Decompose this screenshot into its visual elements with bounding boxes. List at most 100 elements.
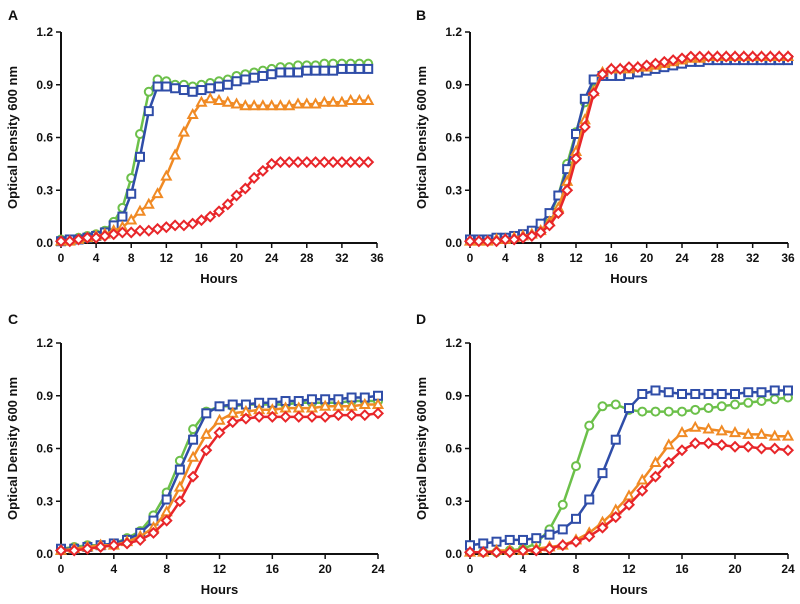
data-point-red: [344, 156, 357, 169]
y-tick-label: 0.9: [36, 78, 53, 92]
x-axis-label: Hours: [201, 582, 239, 597]
data-point-red: [226, 416, 239, 429]
data-point-orange: [742, 427, 755, 439]
data-point-blue: [293, 67, 303, 78]
data-point-blue: [310, 65, 321, 76]
y-tick-label: 0.0: [36, 236, 53, 250]
data-point-red: [147, 526, 160, 539]
data-point-blue: [266, 69, 277, 80]
data-point-red: [755, 442, 768, 455]
data-point-red: [54, 235, 68, 248]
data-point-blue: [354, 63, 365, 74]
data-point-red: [609, 511, 622, 524]
data-point-blue: [152, 81, 163, 92]
data-point-red: [186, 217, 199, 230]
data-point-red: [305, 410, 318, 423]
data-point-red: [274, 156, 287, 169]
data-point-green: [571, 461, 581, 472]
x-tick-label: 8: [163, 562, 170, 576]
data-point-red: [675, 444, 689, 457]
data-point-red: [596, 68, 609, 81]
y-tick-label: 0.9: [445, 389, 462, 403]
data-point-red: [693, 50, 706, 63]
data-point-orange: [177, 125, 190, 137]
x-tick-label: 24: [371, 562, 385, 576]
data-point-blue: [597, 468, 608, 479]
data-point-blue: [637, 388, 648, 399]
y-axis-label: Optical Density 600 nm: [414, 377, 429, 520]
data-point-red: [552, 207, 565, 220]
data-point-green: [703, 403, 714, 414]
x-tick-label: 4: [110, 562, 117, 576]
data-point-orange: [309, 97, 322, 109]
data-point-red: [773, 50, 786, 63]
data-point-red: [463, 235, 477, 248]
data-point-green: [716, 401, 727, 412]
data-point-orange: [204, 92, 217, 104]
data-point-red: [107, 539, 120, 552]
data-point-red: [768, 442, 781, 455]
series-red: [463, 437, 795, 559]
x-tick-label: 36: [781, 251, 795, 265]
data-point-orange: [248, 99, 261, 111]
data-point-red: [345, 409, 358, 422]
data-point-red: [177, 219, 190, 232]
panel-c: C 0.0 0.3 0.6 0.9 1.2 0 4 8 12 16 20 24 Hours Optical …: [5, 311, 385, 597]
data-point-blue: [504, 534, 515, 545]
data-point-orange: [344, 93, 357, 105]
data-point-red: [335, 156, 348, 169]
data-point-red: [256, 164, 269, 177]
data-point-orange: [151, 187, 164, 199]
data-point-orange: [662, 438, 675, 450]
data-point-blue: [170, 83, 181, 94]
data-point-red: [230, 189, 243, 202]
data-point-orange: [133, 204, 147, 216]
data-point-blue: [610, 434, 621, 445]
data-point-red: [605, 62, 618, 75]
data-point-red: [530, 544, 543, 557]
data-point-red: [318, 156, 331, 169]
data-point-red: [160, 514, 173, 527]
series-line-orange: [470, 55, 788, 243]
x-tick-label: 12: [622, 562, 636, 576]
x-tick-label: 24: [781, 562, 795, 576]
data-point-blue: [783, 385, 793, 396]
data-point-blue: [571, 128, 581, 139]
y-tick-label: 0.6: [36, 442, 53, 456]
data-point-orange: [274, 99, 287, 111]
data-point-red: [121, 537, 134, 550]
data-point-red: [583, 530, 596, 543]
y-tick-label: 0.0: [36, 547, 53, 561]
data-point-red: [503, 546, 516, 559]
data-point-green: [756, 396, 767, 407]
data-point-red: [578, 120, 591, 133]
data-point-green: [730, 399, 740, 410]
data-point-red: [715, 438, 728, 451]
data-point-red: [327, 156, 340, 169]
x-tick-label: 0: [467, 251, 474, 265]
data-point-red: [279, 410, 292, 423]
data-point-green: [650, 406, 661, 417]
data-point-orange: [212, 93, 226, 105]
data-point-red: [746, 50, 759, 63]
data-point-orange: [689, 420, 702, 432]
data-point-green: [557, 499, 568, 510]
data-point-orange: [358, 397, 371, 409]
panel-letter: D: [416, 311, 426, 327]
data-point-orange: [318, 95, 331, 107]
data-point-orange: [319, 399, 332, 411]
x-tick-label: 0: [58, 251, 65, 265]
data-point-blue: [716, 388, 727, 399]
data-point-red: [173, 495, 186, 508]
data-point-blue: [345, 63, 356, 74]
data-point-red: [283, 156, 296, 169]
data-point-blue: [161, 494, 172, 505]
data-point-blue: [690, 388, 701, 399]
data-point-red: [371, 407, 385, 420]
x-tick-label: 8: [128, 251, 135, 265]
data-point-orange: [327, 95, 340, 107]
data-point-red: [490, 546, 503, 559]
data-point-green: [610, 399, 621, 410]
series-line-green: [470, 396, 789, 554]
